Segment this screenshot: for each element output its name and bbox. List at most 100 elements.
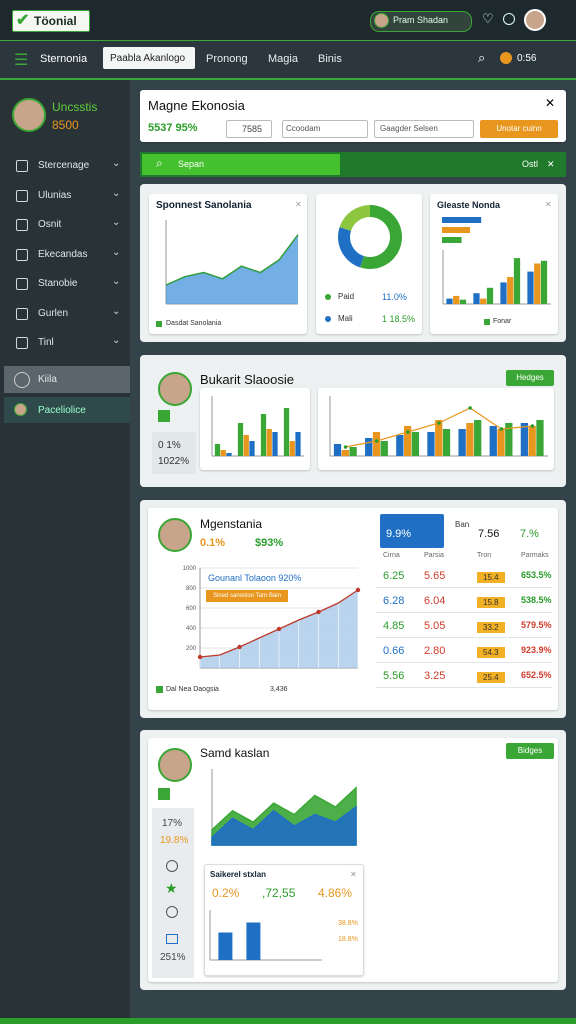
column-head: Parsia <box>424 552 444 559</box>
chevron: ⌄ <box>112 276 121 287</box>
sub-close[interactable]: ✕ <box>350 870 357 879</box>
donut-slice <box>360 205 402 269</box>
sub-label: Paceliolice <box>38 405 86 416</box>
nav-tab[interactable]: Magia <box>268 53 298 65</box>
column-head: Cirna <box>383 552 400 559</box>
search-glyph: ⌕ <box>156 156 163 170</box>
legend-value: 1 18.5% <box>382 314 416 324</box>
sidebar-item[interactable]: Gurlen <box>38 307 69 319</box>
bar <box>295 432 301 456</box>
select[interactable] <box>282 120 368 138</box>
marker <box>355 587 361 593</box>
select[interactable] <box>374 120 474 138</box>
item-icon <box>16 189 28 202</box>
panel-button[interactable]: Hedges <box>506 370 554 386</box>
sidebar-item[interactable]: Osnit <box>38 219 62 230</box>
item-icon <box>16 337 28 349</box>
bar <box>349 447 357 456</box>
chat-icon[interactable] <box>503 13 515 25</box>
sidebar-item[interactable]: Tinl <box>38 337 54 348</box>
profile-avatar[interactable] <box>524 9 546 31</box>
bar <box>214 444 221 456</box>
bar <box>372 432 381 456</box>
footer: Dal Nea Daogsia <box>166 686 219 693</box>
card-close[interactable]: ✕ <box>295 200 302 209</box>
close-button[interactable]: ✕ <box>545 96 556 110</box>
table-cell: 6.28 <box>383 595 405 607</box>
avatar <box>158 518 192 552</box>
table-cell: 579.5% <box>521 620 552 630</box>
table-cell: 5.65 <box>424 570 446 582</box>
nav-bar <box>0 41 576 80</box>
marker <box>468 406 472 410</box>
donut-slice <box>338 227 364 268</box>
y-tick-label: 400 <box>186 626 197 632</box>
bar <box>474 420 482 456</box>
header-title: Magne Ekonosia <box>148 98 245 113</box>
row-divider <box>376 637 552 638</box>
sub-title: Saikerel stxlan <box>210 870 267 879</box>
footer-value: 3,436 <box>270 686 288 693</box>
legend-label: Fonar <box>493 318 512 325</box>
table-cell: 2.80 <box>424 645 446 657</box>
table-cell: 5.05 <box>424 620 446 632</box>
search-icon[interactable]: ⌕ <box>478 50 486 65</box>
user-pill[interactable] <box>370 11 472 32</box>
nav-tab[interactable]: Pronong <box>206 53 248 65</box>
search-close[interactable]: ✕ <box>547 159 555 169</box>
table-cell: 923.9% <box>521 645 552 655</box>
legend-swatch <box>156 321 162 327</box>
sub-stat: ,72,55 <box>262 886 296 900</box>
donut-chart <box>338 205 402 269</box>
table-cell: 538.5% <box>521 595 552 605</box>
row-divider <box>376 687 552 688</box>
hbar-chart <box>442 217 482 243</box>
menu-icon[interactable]: ☰ <box>14 52 29 69</box>
action-button[interactable]: Unotar cuinn <box>480 120 558 138</box>
bar <box>249 441 255 456</box>
bar <box>534 263 541 304</box>
table-cell: 4.85 <box>383 620 405 632</box>
bar <box>507 277 514 304</box>
bar <box>480 298 487 304</box>
sidebar-item[interactable]: Stercenage <box>38 160 90 171</box>
donut-slice <box>339 205 370 231</box>
table-cell: 3.25 <box>424 670 446 682</box>
search-input[interactable] <box>142 154 340 175</box>
area-chart <box>165 220 299 305</box>
chevron: ⌄ <box>112 335 121 346</box>
sidebar-item[interactable]: Ulunias <box>38 189 72 201</box>
bottom-band <box>0 1018 576 1024</box>
y-tick-label: 1000 <box>183 566 197 572</box>
bar <box>497 429 505 456</box>
sidebar-item[interactable]: Ekecandas <box>38 248 88 260</box>
nav-tab[interactable]: Paabla Akanlogo <box>110 53 186 64</box>
sidebar-item[interactable]: Stanobie <box>38 278 78 289</box>
bar <box>283 408 290 456</box>
nav-active[interactable]: Sternonia <box>40 53 88 65</box>
logo[interactable] <box>12 10 90 32</box>
row-divider <box>376 662 552 663</box>
bar <box>453 295 460 304</box>
card-title: Sponnest Sanolania <box>156 200 252 211</box>
bar <box>528 426 536 456</box>
bar <box>527 271 534 304</box>
panel-button[interactable]: Bidges <box>506 743 554 759</box>
item-icon <box>16 160 28 172</box>
bar <box>473 293 480 304</box>
top-bar <box>0 0 576 41</box>
sub-stat: 0.2% <box>212 886 240 900</box>
card-close[interactable]: ✕ <box>545 200 552 209</box>
table-cell: 25.4 <box>477 672 505 683</box>
heart-icon[interactable]: ♡ <box>482 11 494 26</box>
user-name: Pram Shadan <box>393 15 449 25</box>
nav-tab-box <box>103 47 195 69</box>
nav-tab[interactable]: Binis <box>318 53 342 65</box>
bar-chart <box>329 396 548 457</box>
badge-text: 0:56 <box>517 53 537 64</box>
bar <box>365 438 373 456</box>
bar <box>403 426 412 456</box>
table-cell: 0.66 <box>383 645 405 657</box>
chip[interactable] <box>226 120 272 138</box>
legend-label: Mali <box>338 314 353 323</box>
